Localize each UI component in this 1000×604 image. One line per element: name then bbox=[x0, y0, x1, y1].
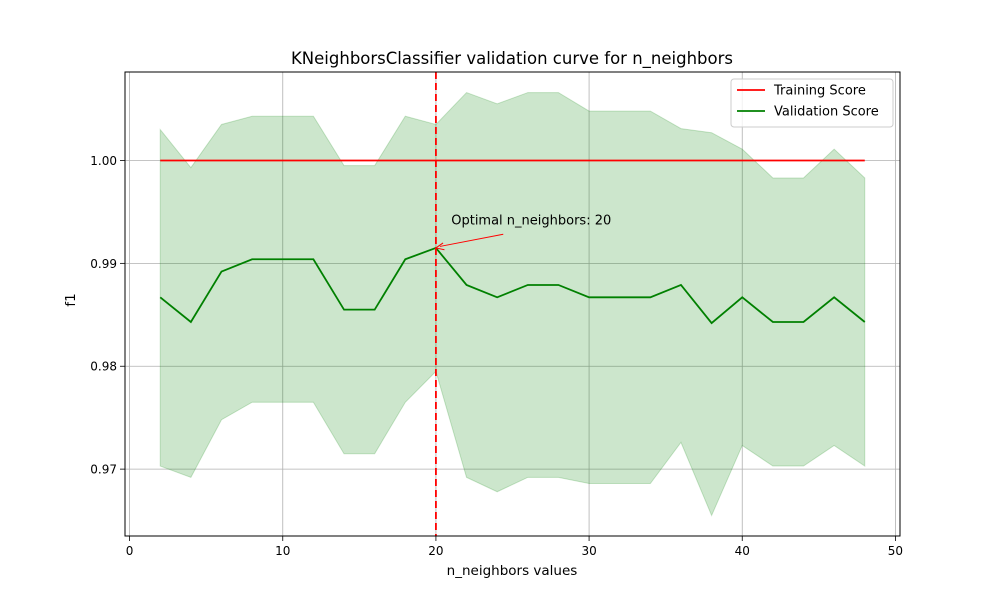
y-tick-label: 0.98 bbox=[90, 360, 117, 374]
series-lines bbox=[159, 159, 866, 325]
x-tick-label: 0 bbox=[126, 544, 134, 558]
axis-ticks: 0 10 20 30 40 50 0.97 0.98 0.99 1.00 bbox=[90, 154, 903, 558]
y-tick-label: 0.99 bbox=[90, 257, 117, 271]
y-tick-label: 0.97 bbox=[90, 463, 117, 477]
legend-box bbox=[730, 78, 894, 128]
annotation-arrow-head bbox=[434, 242, 445, 251]
x-tick-label: 50 bbox=[888, 544, 903, 558]
confidence-bands bbox=[159, 91, 866, 517]
annotation-arrow-shaft bbox=[439, 233, 504, 247]
legend: Training Score Validation Score bbox=[730, 78, 894, 128]
legend-label: Validation Score bbox=[774, 105, 879, 120]
chart-title: KNeighborsClassifier validation curve fo… bbox=[291, 49, 733, 69]
validation-score-line bbox=[159, 246, 866, 325]
legend-label: Training Score bbox=[773, 84, 866, 99]
x-tick-label: 40 bbox=[735, 544, 750, 558]
annotation-text: Optimal n_neighbors: 20 bbox=[451, 213, 611, 228]
y-tick-label: 1.00 bbox=[90, 154, 117, 168]
x-tick-label: 30 bbox=[581, 544, 596, 558]
annotation-layer: Optimal n_neighbors: 20 bbox=[434, 213, 611, 251]
y-axis-label: f1 bbox=[63, 293, 79, 306]
x-tick-label: 20 bbox=[428, 544, 443, 558]
validation-score-band bbox=[159, 91, 866, 517]
x-axis-label: n_neighbors values bbox=[447, 563, 578, 579]
x-tick-label: 10 bbox=[275, 544, 290, 558]
plot-frame bbox=[124, 71, 901, 537]
